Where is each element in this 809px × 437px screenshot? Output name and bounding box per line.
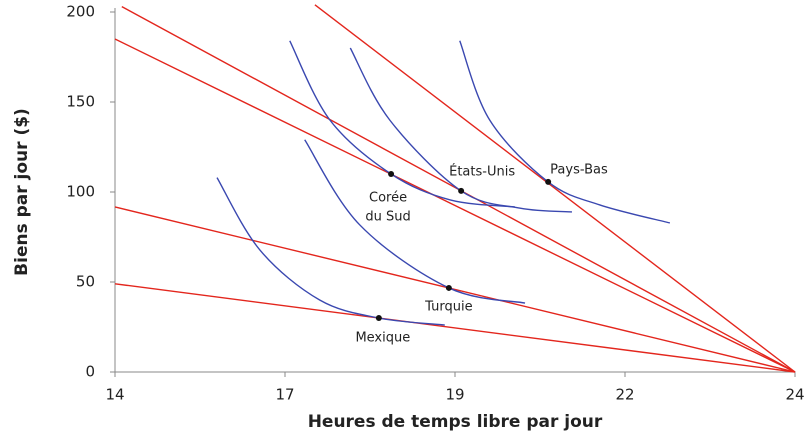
series-line — [304, 139, 526, 304]
x-tick-label: 22 — [615, 386, 634, 404]
x-tick-label: 19 — [445, 386, 464, 404]
series-line — [289, 40, 515, 208]
x-tick-label: 24 — [785, 386, 804, 404]
series-line — [216, 177, 445, 326]
series-line — [114, 206, 796, 373]
y-axis-title: Biens par jour ($) — [12, 108, 32, 276]
y-tick-label: 0 — [85, 363, 95, 381]
y-tick-label: 150 — [66, 93, 95, 111]
point-label: Mexique — [355, 331, 410, 346]
y-tick-label: 50 — [76, 273, 95, 291]
x-tick-label: 14 — [105, 386, 124, 404]
point-label: États-Unis — [449, 163, 515, 179]
series-line — [314, 4, 796, 373]
series-line — [114, 38, 796, 373]
y-tick-label: 200 — [66, 3, 95, 21]
series-line — [349, 47, 573, 213]
x-axis-title: Heures de temps libre par jour — [308, 412, 603, 432]
data-point — [388, 171, 395, 177]
point-label: Pays-Bas — [550, 162, 608, 177]
series-line — [114, 283, 796, 373]
series-line — [459, 40, 671, 224]
point-label: Turquie — [424, 299, 472, 314]
data-point — [545, 178, 552, 185]
y-tick-label: 100 — [66, 183, 95, 201]
point-label: Corée — [369, 191, 407, 206]
point-label: du Sud — [365, 210, 410, 225]
x-tick-label: 17 — [275, 386, 294, 404]
data-point — [445, 284, 452, 291]
data-point — [458, 187, 465, 194]
data-point — [375, 315, 382, 321]
